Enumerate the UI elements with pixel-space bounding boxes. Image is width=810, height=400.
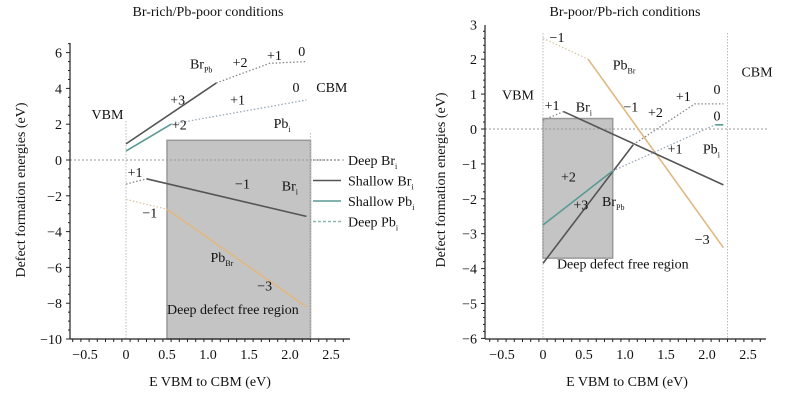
annotation: Pbi [703,142,721,159]
chart-title: Br-rich/Pb-poor conditions [133,5,284,20]
y-axis-label: Defect formation energies (eV) [434,92,449,267]
y-tick-label: 3 [470,18,477,33]
annotation: VBM [502,88,534,103]
annotation: −1 [235,178,250,193]
y-tick-label: 1 [470,88,477,103]
y-tick-label: 0 [55,154,62,169]
x-tick-label: −0.5 [72,348,97,363]
annotation: +3 [573,198,588,213]
annotation: −3 [695,233,710,248]
x-tick-label: 0 [123,348,130,363]
deep-defect-free-region [542,117,614,259]
y-tick-label: −8 [47,297,62,312]
annotation: VBM [92,108,124,123]
y-tick-label: 2 [470,53,477,68]
annotation: −1 [623,101,638,116]
annotation: Pbi [274,117,292,134]
y-tick-label: −6 [47,261,62,276]
annotation: Deep defect free region [167,303,299,318]
annotation: +1 [545,99,560,114]
annotation: +3 [170,94,185,109]
series-pb-br-deep [542,37,589,60]
x-tick-label: 2.5 [322,348,340,363]
annotation: 0 [298,45,305,60]
annotation: +2 [648,106,663,121]
x-tick-label: −0.5 [489,348,514,363]
legend-label: Deep Pbi [348,216,399,233]
series-br-pb-deep [632,103,724,146]
series-pb-br-shallow [166,208,307,308]
annotation: +2 [233,56,248,71]
series-br-i-shallow [563,110,724,186]
x-tick-label: 1.0 [616,348,634,363]
x-tick-label: 0.5 [575,348,593,363]
y-tick-label: 6 [55,47,62,62]
annotation: +1 [668,142,683,157]
annotation: 0 [714,83,721,98]
series-pb-i-shallow [542,170,614,226]
annotation: PbBr [613,59,636,76]
annotation: −3 [257,280,272,295]
annotation: +1 [230,94,245,109]
y-tick-label: −10 [40,333,62,348]
chart-title: Br-poor/Pb-rich conditions [550,5,701,20]
y-tick-label: −3 [462,228,477,243]
annotation: +1 [676,90,691,105]
annotation: −1 [550,31,565,46]
legend: Deep Bri Shallow Bri Shallow Pbi Deep Pbi [313,154,415,233]
annotation: CBM [316,81,348,96]
legend-label: Shallow Bri [348,175,414,192]
x-tick-label: 1.5 [657,348,675,363]
series-pb-br-deep [125,198,168,210]
x-tick-label: 0 [540,348,547,363]
annotation: 0 [714,109,721,124]
annotation: +2 [172,119,187,134]
y-tick-label: −2 [47,190,62,205]
x-axis-label: E VBM to CBM (eV) [149,375,271,390]
y-axis-label: Defect formation energies (eV) [14,102,29,277]
annotation: BrPb [190,58,212,75]
annotation: Bri [282,179,299,196]
x-tick-label: 2.0 [281,348,299,363]
legend-label: Shallow Pbi [348,195,415,212]
annotation: +1 [128,166,143,181]
annotation: Bri [576,101,593,118]
y-tick-label: 4 [55,82,62,97]
y-tick-label: 0 [470,123,477,138]
y-tick-label: −4 [462,263,477,278]
y-tick-label: −4 [47,226,62,241]
legend-label: Deep Bri [348,154,398,171]
y-tick-label: 2 [55,118,62,133]
annotation: +1 [267,49,282,64]
series-br-i-deep [542,110,564,121]
series-br-pb-shallow [125,82,217,145]
series-br-pb-deep [215,60,307,84]
x-tick-label: 0.5 [158,348,176,363]
annotation: −1 [142,206,157,221]
annotation: Deep defect free region [557,258,689,273]
series-br-pb-shallow [542,144,634,264]
x-tick-label: 2.0 [698,348,716,363]
annotation: PbBr [210,251,233,268]
series-pb-i-deep [612,124,716,172]
series-pb-i-shallow [125,123,172,152]
y-tick-label: −2 [462,193,477,208]
y-tick-label: −6 [462,332,477,347]
series-br-i-shallow [146,178,307,218]
annotation: CBM [741,66,773,81]
y-tick-label: −1 [462,158,477,173]
chart-br-poor: −6 −5 −4 −3 −2 −1 0 1 2 3 −0.5 0 0.5 1.0 1.5 2.0 2.5 Br-p… [434,5,773,390]
x-tick-label: 1.5 [240,348,258,363]
x-tick-label: 2.5 [739,348,757,363]
annotation: +2 [561,170,576,185]
x-axis-label: E VBM to CBM (eV) [566,375,688,390]
annotation: BrPb [602,195,624,212]
deep-defect-free-region [166,139,312,340]
series-br-i-deep [125,178,147,185]
x-tick-label: 1.0 [199,348,217,363]
y-tick-label: −5 [462,298,477,313]
annotation: 0 [292,81,299,96]
